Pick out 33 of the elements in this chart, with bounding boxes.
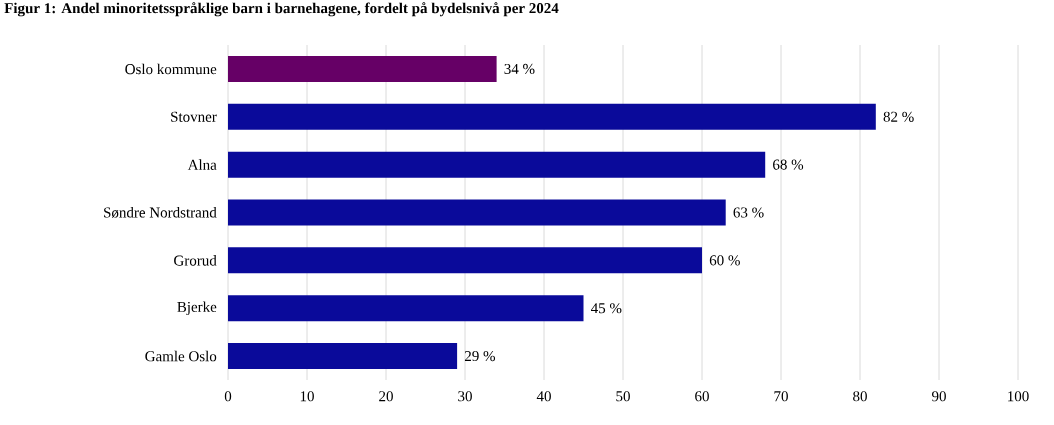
x-tick-label: 60 <box>695 391 709 402</box>
x-tick-label: 80 <box>853 391 867 402</box>
x-tick-label: 20 <box>379 391 393 402</box>
y-tick-label: Stovner <box>171 111 217 122</box>
x-tick-label: 0 <box>224 391 232 402</box>
data-label: 34 % <box>504 63 535 75</box>
data-label: 68 % <box>773 159 804 170</box>
x-tick-label: 100 <box>1008 391 1029 402</box>
data-label: 60 % <box>709 255 740 266</box>
y-tick-label: Alna <box>187 159 217 170</box>
data-label: 29 % <box>464 350 496 362</box>
chart-title: Figur 1: Andel minoritetsspråklige barn i barnehagene, fordelt på bydelsnivå per 2024 <box>4 2 559 17</box>
y-tick-label: Grorud <box>174 255 217 266</box>
y-tick-label: Gamle Oslo <box>145 350 217 362</box>
bar <box>228 295 584 322</box>
data-label: 45 % <box>591 303 622 314</box>
x-tick-label: 50 <box>616 391 630 402</box>
bar <box>228 103 876 130</box>
data-label: 63 % <box>733 207 764 218</box>
y-tick-label: Bjerke <box>177 301 217 316</box>
x-tick-label: 30 <box>458 391 472 402</box>
bar <box>228 199 726 226</box>
bar <box>228 247 703 274</box>
bar <box>228 55 497 82</box>
y-tick-label: Oslo kommune <box>125 63 217 75</box>
bar <box>228 343 458 370</box>
x-tick-label: 40 <box>536 391 551 402</box>
data-label: 82 % <box>883 111 914 122</box>
x-tick-label: 10 <box>300 391 314 402</box>
x-tick-label: 70 <box>774 391 788 402</box>
bar <box>228 151 766 178</box>
y-tick-label: Søndre Nordstrand <box>104 206 217 219</box>
x-tick-label: 90 <box>931 391 946 402</box>
